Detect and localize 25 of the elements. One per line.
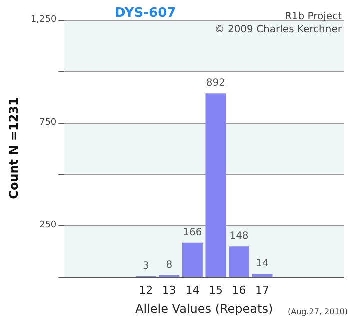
- annotation: © 2009 Charles Kerchner: [214, 24, 343, 36]
- x-tick-label: 16: [232, 284, 246, 297]
- y-tick-label: 250: [39, 220, 57, 231]
- bar: [182, 242, 203, 277]
- data-label: 14: [256, 258, 269, 270]
- data-label: 892: [206, 78, 226, 90]
- bar: [206, 94, 226, 277]
- x-tick-label: 15: [208, 284, 223, 297]
- bar: [252, 274, 273, 277]
- y-axis-title: Count N =1231: [7, 98, 21, 200]
- x-tick-label: 12: [139, 284, 154, 297]
- x-axis-title: Allele Values (Repeats): [135, 302, 274, 316]
- data-label: 3: [142, 260, 150, 272]
- text: (Aug.27, 2010): [288, 308, 348, 316]
- x-tick-label: 13: [162, 284, 176, 297]
- bar: [229, 246, 250, 277]
- data-label: 166: [183, 227, 202, 238]
- y-tick-label: 1,250: [30, 15, 57, 25]
- data-label: 148: [230, 231, 249, 242]
- x-tick-label: 14: [186, 284, 200, 297]
- annotation: R1b Project: [284, 12, 342, 22]
- data-label: 8: [166, 260, 173, 271]
- chart-title: DYS-607: [115, 6, 176, 21]
- y-tick-label: 750: [39, 118, 57, 128]
- x-tick-label: 17: [256, 284, 270, 297]
